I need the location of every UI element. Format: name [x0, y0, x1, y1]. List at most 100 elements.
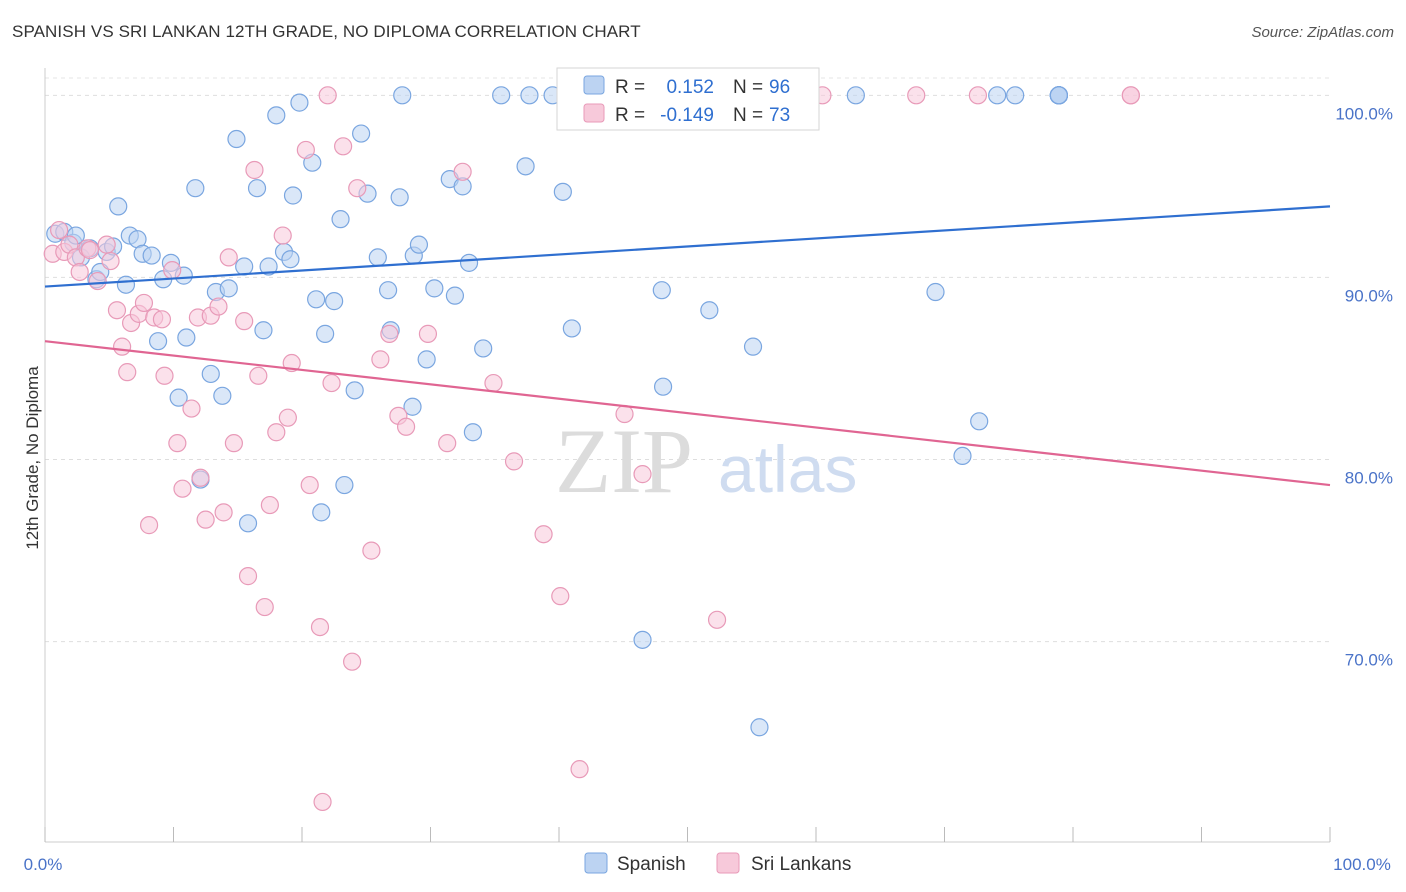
point-srilankans — [633, 465, 652, 484]
trend-line-srilankans — [44, 340, 1331, 487]
series-spanish-points — [46, 86, 1068, 737]
point-spanish — [393, 86, 412, 105]
point-srilankans — [418, 324, 438, 343]
trend-line-spanish — [44, 205, 1331, 288]
point-srilankans — [196, 510, 215, 529]
point-spanish — [562, 319, 581, 338]
point-spanish — [259, 257, 278, 276]
point-spanish — [148, 332, 168, 351]
point-srilankans — [362, 541, 381, 560]
chart-title: SPANISH VS SRI LANKAN 12TH GRADE, NO DIP… — [12, 22, 641, 41]
point-spanish — [459, 253, 479, 272]
point-spanish — [247, 179, 267, 198]
watermark-atlas: atlas — [718, 432, 857, 506]
point-spanish — [653, 377, 673, 396]
point-spanish — [516, 157, 535, 176]
point-spanish — [652, 281, 671, 300]
point-spanish — [403, 397, 422, 416]
point-spanish — [281, 250, 300, 269]
point-spanish — [335, 475, 354, 495]
point-srilankans — [245, 160, 264, 180]
point-spanish — [378, 281, 398, 300]
point-srilankans — [238, 567, 258, 586]
point-srilankans — [310, 618, 330, 637]
legend-swatch-srilankans — [716, 852, 740, 874]
point-srilankans — [551, 587, 570, 606]
point-spanish — [700, 301, 719, 320]
point-srilankans — [139, 516, 159, 535]
point-spanish — [186, 179, 205, 198]
point-srilankans — [235, 312, 254, 331]
point-spanish — [417, 350, 436, 369]
point-spanish — [227, 129, 246, 149]
point-srilankans — [438, 434, 457, 453]
point-spanish — [988, 86, 1007, 105]
point-spanish — [520, 86, 539, 105]
point-srilankans — [615, 404, 634, 424]
y-tick-label: 80.0% — [1345, 469, 1393, 488]
point-srilankans — [300, 475, 319, 495]
point-srilankans — [80, 241, 100, 260]
point-spanish — [352, 124, 371, 143]
y-tick-label: 70.0% — [1345, 651, 1393, 670]
stats-n-label-srilankans: N = — [733, 105, 763, 126]
point-spanish — [743, 337, 763, 356]
source-label: Source: ZipAtlas.com — [1251, 24, 1394, 41]
axes — [44, 68, 1331, 843]
point-srilankans — [322, 373, 341, 393]
point-spanish — [290, 93, 309, 112]
point-srilankans — [134, 293, 154, 313]
watermark-zip: ZIP — [555, 410, 693, 512]
y-tick-label: 90.0% — [1345, 286, 1393, 305]
point-srilankans — [278, 408, 297, 427]
stats-legend-swatch-spanish — [583, 75, 605, 95]
point-srilankans — [260, 495, 279, 515]
point-spanish — [213, 386, 232, 405]
point-spanish — [1049, 86, 1068, 105]
point-srilankans — [313, 792, 332, 812]
point-srilankans — [70, 262, 89, 282]
point-srilankans — [214, 503, 233, 522]
point-srilankans — [371, 350, 390, 369]
point-srilankans — [273, 226, 292, 245]
stats-n-label-spanish: N = — [733, 77, 763, 98]
stats-n-value-spanish: 96 — [769, 77, 790, 98]
point-srilankans — [318, 86, 337, 105]
point-spanish — [368, 248, 387, 267]
point-spanish — [325, 292, 344, 311]
watermark: ZIP atlas — [555, 410, 857, 512]
point-srilankans — [396, 417, 416, 436]
point-srilankans — [1121, 86, 1140, 105]
stats-r-value-srilankans: -0.149 — [660, 105, 714, 126]
point-spanish — [219, 279, 238, 298]
x-tick-label-min: 0.0% — [24, 855, 63, 874]
point-spanish — [235, 257, 254, 276]
point-spanish — [169, 388, 188, 407]
point-srilankans — [534, 525, 553, 544]
stats-r-label-spanish: R = — [615, 77, 645, 98]
point-srilankans — [101, 251, 120, 271]
point-srilankans — [484, 373, 503, 393]
point-srilankans — [219, 248, 238, 267]
point-srilankans — [155, 366, 174, 385]
point-spanish — [109, 197, 128, 216]
point-srilankans — [570, 760, 589, 779]
point-spanish — [116, 275, 136, 294]
point-srilankans — [107, 301, 127, 320]
point-spanish — [970, 412, 989, 431]
point-spanish — [633, 630, 652, 649]
point-spanish — [142, 246, 161, 265]
point-srilankans — [209, 297, 228, 316]
point-spanish — [267, 106, 286, 125]
point-srilankans — [968, 86, 988, 105]
stats-r-value-spanish: 0.152 — [666, 77, 714, 98]
point-srilankans — [380, 324, 399, 343]
point-spanish — [283, 186, 303, 205]
point-srilankans — [255, 597, 274, 617]
point-spanish — [425, 279, 444, 298]
point-spanish — [463, 423, 483, 442]
point-srilankans — [224, 434, 243, 453]
point-srilankans — [50, 220, 69, 240]
point-srilankans — [163, 261, 182, 280]
point-spanish — [331, 210, 350, 229]
